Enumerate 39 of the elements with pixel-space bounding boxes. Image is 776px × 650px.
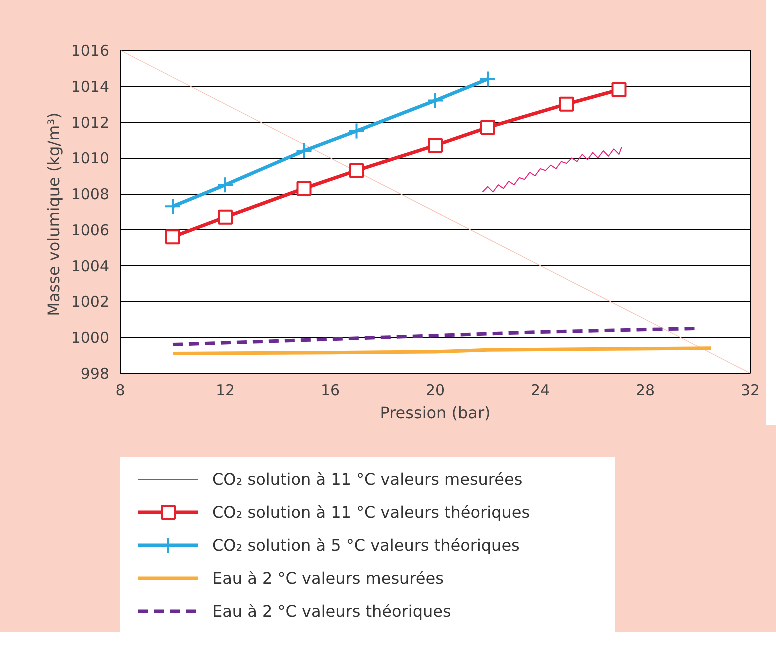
y-tick-label: 998 xyxy=(80,365,110,383)
legend-label: CO₂ solution à 5 °C valeurs théoriques xyxy=(212,536,520,555)
y-tick-label: 1010 xyxy=(71,150,110,168)
legend-label: CO₂ solution à 11 °C valeurs mesurées xyxy=(212,470,523,489)
y-tick-label: 1016 xyxy=(71,42,110,60)
point xyxy=(480,70,496,88)
y-tick-label: 1004 xyxy=(71,257,110,276)
point xyxy=(348,122,366,140)
point xyxy=(218,210,233,225)
y-tick-label: 1002 xyxy=(71,293,110,312)
x-tick-label: 32 xyxy=(740,382,760,400)
y-tick-label: 1014 xyxy=(71,78,110,96)
point xyxy=(166,230,180,245)
point xyxy=(296,142,313,160)
point xyxy=(217,176,234,194)
y-tick-label: 1008 xyxy=(71,186,110,204)
point xyxy=(427,92,444,110)
x-axis-title: Pression (bar) xyxy=(380,404,491,422)
y-tick-label: 1012 xyxy=(71,114,110,132)
line-series xyxy=(482,146,622,193)
y-axis-title: Masse volumique (kg/m³) xyxy=(44,112,64,316)
legend-label: Eau à 2 °C valeurs théoriques xyxy=(212,602,452,621)
x-tick-label: 12 xyxy=(216,382,236,400)
point xyxy=(612,82,627,98)
y-tick-label: 1000 xyxy=(71,329,110,348)
point xyxy=(296,181,312,196)
x-tick-label: 16 xyxy=(320,382,340,400)
legend-label: Eau à 2 °C valeurs mesurées xyxy=(212,569,444,588)
y-tick-label: 1006 xyxy=(71,221,110,240)
point xyxy=(559,96,574,112)
point xyxy=(480,120,496,136)
legend-label: CO₂ solution à 11 °C valeurs théoriques xyxy=(212,503,530,522)
x-tick-label: 8 xyxy=(116,382,126,400)
x-tick-label: 24 xyxy=(530,382,550,400)
point xyxy=(349,163,364,178)
x-tick-label: 28 xyxy=(636,382,656,400)
x-tick-label: 20 xyxy=(426,382,446,400)
point xyxy=(164,198,182,216)
point xyxy=(428,138,443,154)
